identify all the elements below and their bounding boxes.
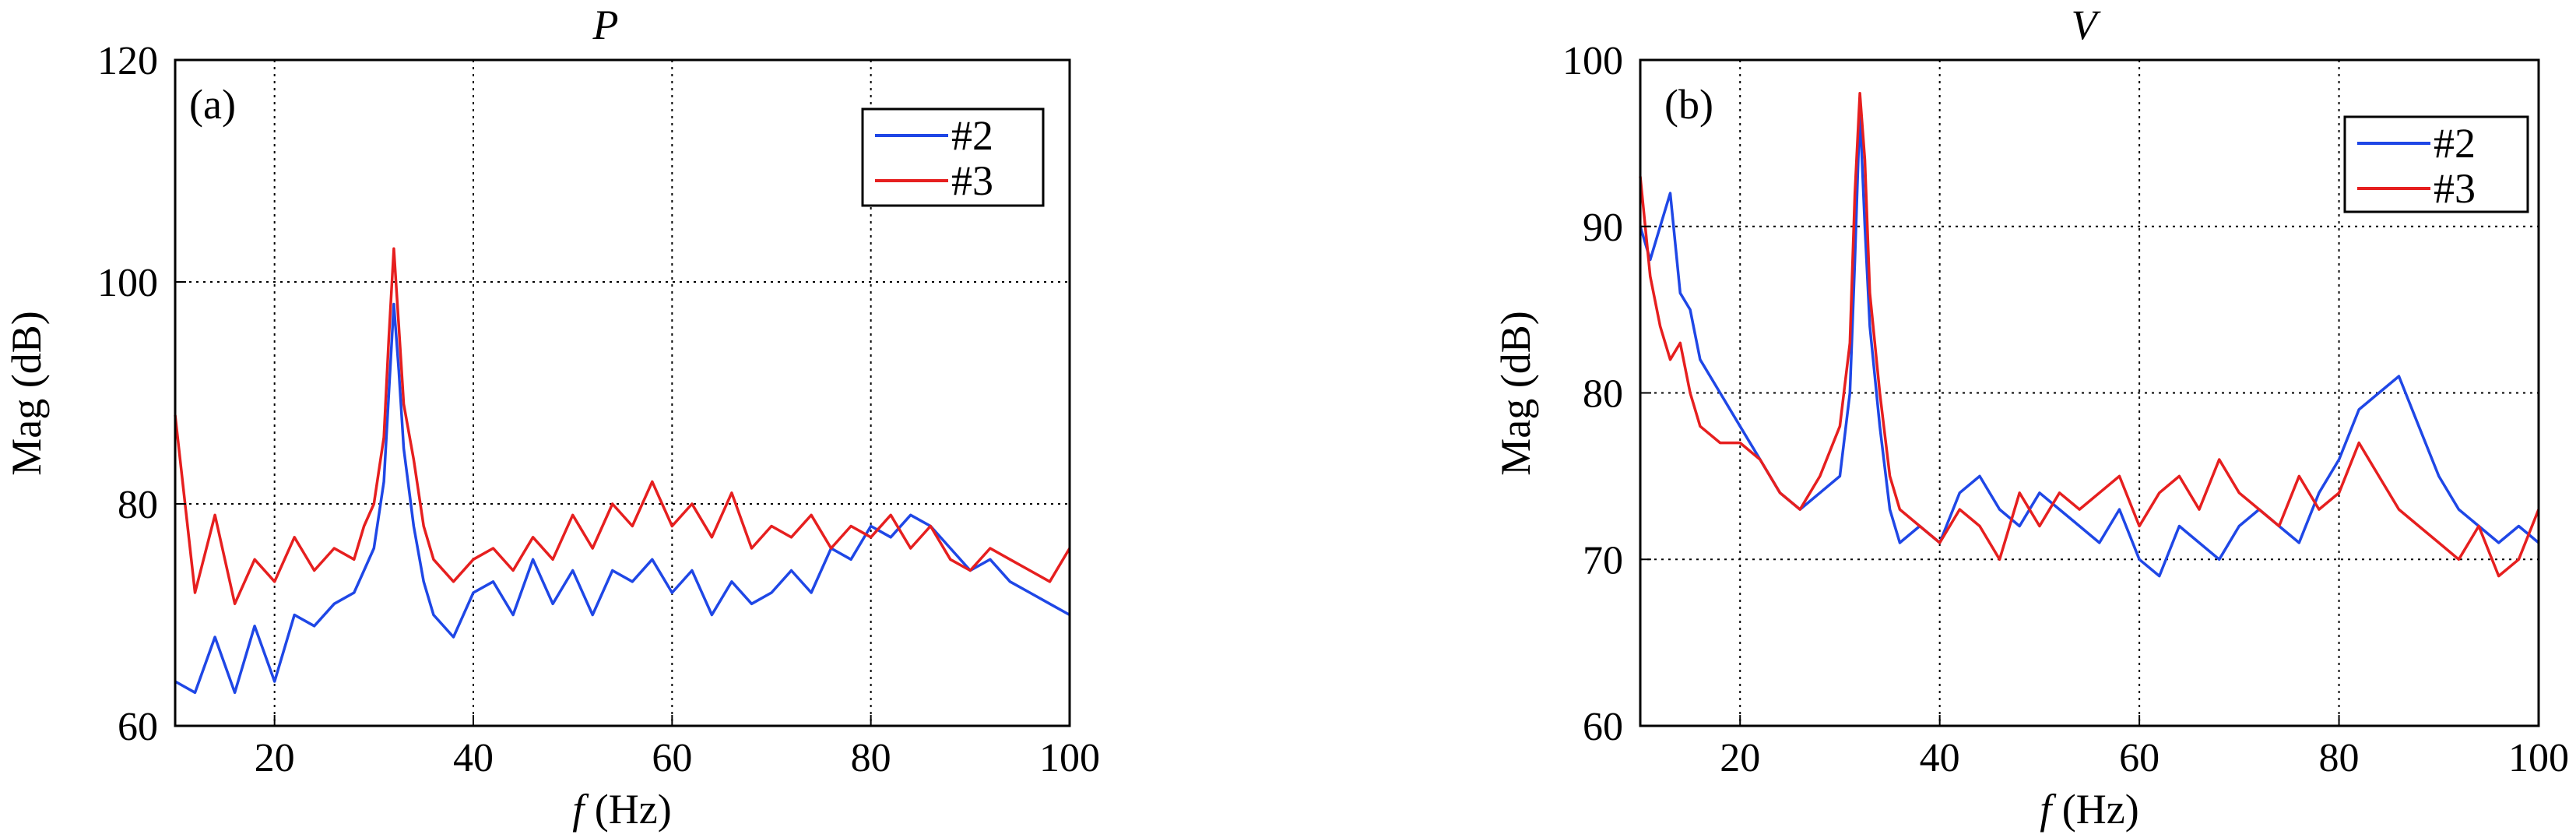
y-tick-label: 80	[118, 483, 158, 527]
legend-label: #3	[2434, 165, 2476, 212]
panel-a-ylabel: Mag (dB)	[3, 311, 50, 475]
y-tick-label: 60	[118, 705, 158, 749]
y-tick-label: 100	[1562, 39, 1623, 83]
panel-b-xlabel: f (Hz)	[2040, 786, 2138, 833]
x-tick-label: 60	[652, 736, 692, 780]
panel-a: P 20 40 60 80 100 60 80 100 120 (a) Mag (dB) f (…	[3, 2, 1100, 833]
panel-b-ylabel: Mag (dB)	[1492, 311, 1539, 475]
legend-box	[861, 107, 1045, 207]
panel-a-xlabel-unit: (Hz)	[584, 786, 671, 833]
series-line-three	[1639, 92, 2540, 578]
y-tick-label: 100	[97, 261, 158, 305]
legend-label: #2	[2434, 120, 2476, 167]
series-line-two	[1639, 108, 2540, 578]
panel-b-axis-ticks: 20 40 60 80 100 60 70 80 90 100	[1562, 39, 2569, 780]
x-tick-label: 60	[2119, 736, 2160, 780]
panel-a-plot-frame	[174, 58, 1071, 727]
legend-box	[2343, 115, 2529, 213]
panel-a-label: (a)	[189, 81, 236, 128]
x-tick-label: 80	[851, 736, 891, 780]
panel-b-label: (b)	[1664, 81, 1713, 128]
series-line-three	[174, 247, 1071, 606]
series-line-two	[174, 302, 1070, 695]
y-tick-label: 120	[97, 39, 158, 83]
panel-a-xlabel: f (Hz)	[572, 786, 671, 833]
legend-label: #2	[951, 112, 993, 159]
panel-a-axis-ticks: 20 40 60 80 100 60 80 100 120	[97, 39, 1100, 780]
panel-a-series	[174, 247, 1071, 695]
panel-b-legend: #2#3	[2343, 115, 2529, 213]
panel-b-series	[1639, 92, 2540, 578]
x-tick-label: 100	[2508, 736, 2569, 780]
y-tick-label: 80	[1583, 372, 1623, 417]
x-tick-label: 20	[1720, 736, 1760, 780]
panel-a-grid	[175, 60, 1070, 726]
y-tick-label: 60	[1583, 705, 1623, 749]
panel-a-title: P	[592, 2, 619, 48]
y-tick-label: 90	[1583, 206, 1623, 250]
panel-b-title: V	[2072, 2, 2102, 48]
x-tick-label: 20	[255, 736, 295, 780]
x-tick-label: 80	[2319, 736, 2360, 780]
y-tick-label: 70	[1583, 538, 1623, 583]
panel-a-legend: #2#3	[861, 107, 1045, 207]
x-tick-label: 40	[1920, 736, 1960, 780]
legend-label: #3	[951, 157, 993, 204]
panel-b-grid	[1640, 60, 2539, 726]
panel-b: V 20 40 60 80 100 60 70 80 90 100 (b) Mag (dB) f …	[1492, 2, 2569, 833]
x-tick-label: 100	[1039, 736, 1100, 780]
panel-b-xlabel-unit: (Hz)	[2051, 786, 2138, 833]
x-tick-label: 40	[453, 736, 494, 780]
